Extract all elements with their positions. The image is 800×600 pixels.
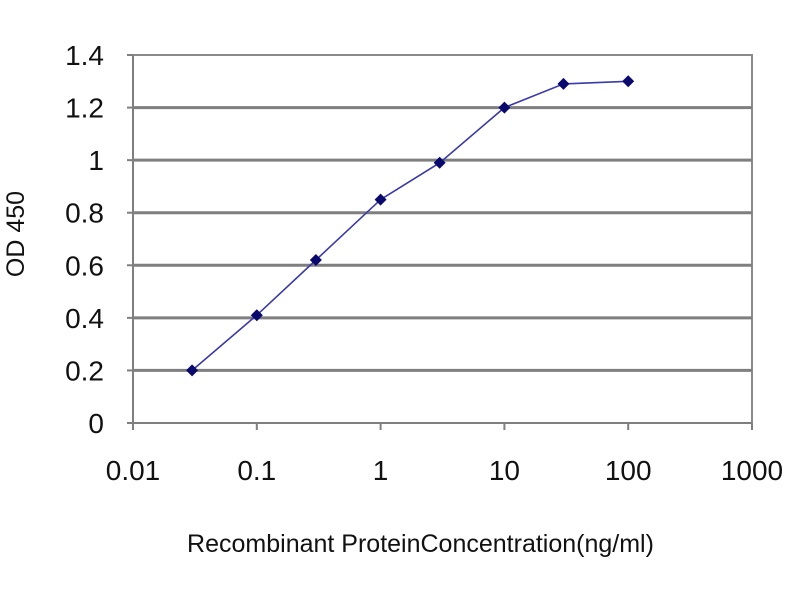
y-tick-labels: 0 0.2 0.4 0.6 0.8 1 1.2 1.4 [65, 40, 104, 439]
data-point [557, 77, 570, 90]
x-axis-label: Recombinant ProteinConcentration(ng/ml) [187, 530, 654, 558]
axes [127, 54, 753, 430]
y-tick-label: 0.8 [65, 198, 104, 229]
x-tick-label: 0.1 [237, 455, 276, 486]
x-tick-label: 0.01 [106, 455, 161, 486]
data-point [433, 156, 446, 169]
y-tick-label: 0.2 [65, 355, 104, 386]
y-tick-label: 0 [88, 408, 104, 439]
x-tick-label: 1 [373, 455, 389, 486]
y-tick-label: 0.4 [65, 303, 104, 334]
data-point [186, 364, 199, 377]
y-tick-label: 1 [88, 145, 104, 176]
y-tick-label: 1.2 [65, 93, 104, 124]
y-axis-label: OD 450 [2, 191, 30, 277]
data-point [374, 193, 387, 206]
x-tick-labels: 0.01 0.1 1 10 100 1000 [106, 455, 783, 486]
plot-area [132, 54, 753, 424]
y-tick-label: 1.4 [65, 40, 104, 71]
data-point [498, 101, 511, 114]
data-point [622, 75, 635, 88]
series-line [191, 80, 629, 372]
x-tick-label: 1000 [721, 455, 783, 486]
x-tick-label: 100 [605, 455, 652, 486]
series-group [186, 75, 635, 377]
data-point [309, 254, 322, 267]
data-point [250, 309, 263, 322]
x-tick-label: 10 [489, 455, 520, 486]
y-tick-label: 0.6 [65, 250, 104, 281]
